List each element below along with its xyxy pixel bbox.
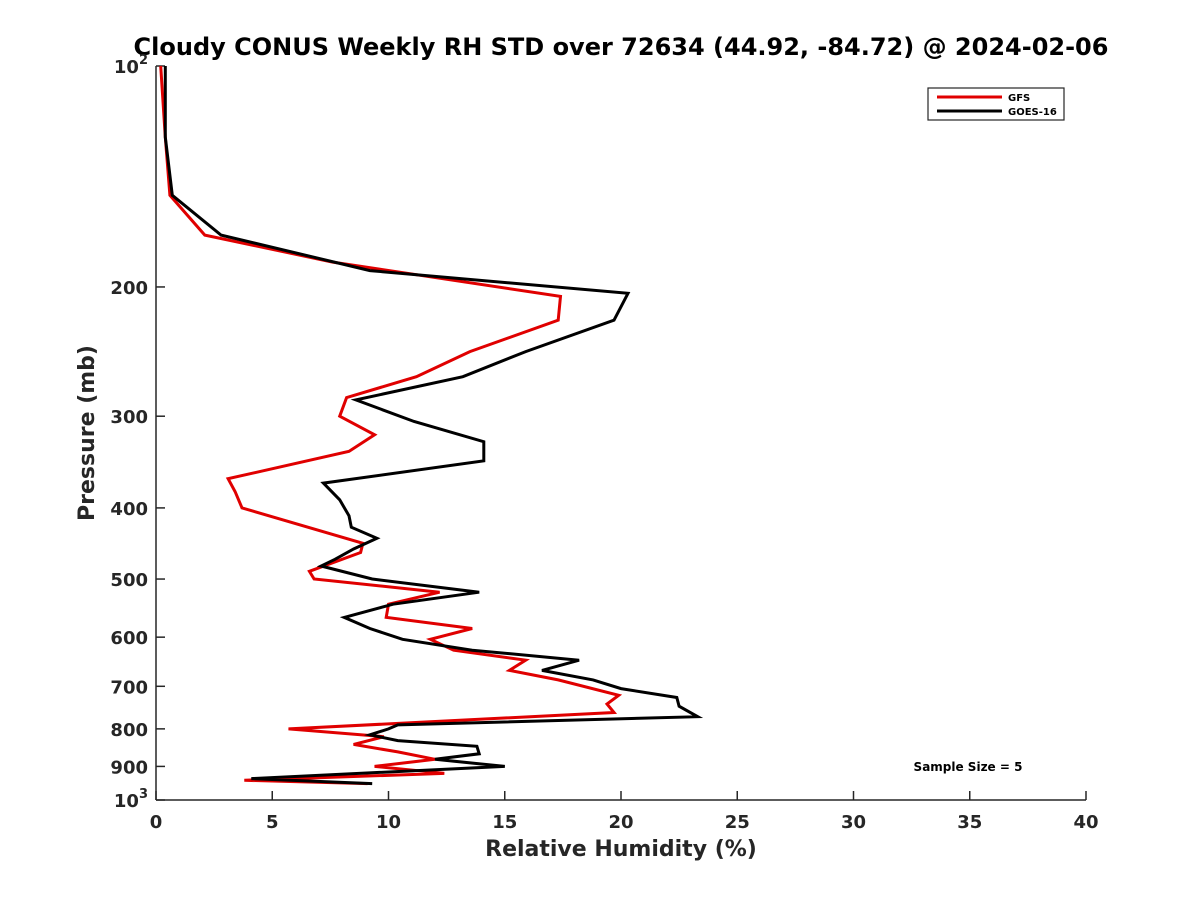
y-ticks: 102 200 300 400 500 600 700 800 900 103 <box>110 53 165 812</box>
y-tick-label: 300 <box>110 407 148 428</box>
y-tick-label: 400 <box>110 499 148 520</box>
x-tick-label: 0 <box>150 812 163 833</box>
plot-area: 0 5 10 15 20 25 30 35 40 102 200 300 400 500 600 700 80… <box>110 53 1098 833</box>
series-line-gfs <box>159 65 623 786</box>
y-axis-label: Pressure (mb) <box>75 345 100 521</box>
chart-title: Cloudy CONUS Weekly RH STD over 72634 (4… <box>134 33 1109 61</box>
y-tick-label: 102 <box>114 53 148 78</box>
x-axis-label: Relative Humidity (%) <box>485 837 757 862</box>
series-line-goes16 <box>163 66 704 786</box>
y-tick-label: 700 <box>110 677 148 698</box>
x-tick-label: 20 <box>608 812 633 833</box>
x-tick-label: 35 <box>957 812 982 833</box>
y-tick-label: 500 <box>110 570 148 591</box>
x-ticks: 0 5 10 15 20 25 30 35 40 <box>150 791 1099 833</box>
x-tick-label: 15 <box>492 812 517 833</box>
x-tick-label: 30 <box>841 812 866 833</box>
y-tick-label: 900 <box>110 757 148 778</box>
series-lines <box>159 65 704 786</box>
x-tick-label: 10 <box>376 812 401 833</box>
legend-label-goes16: GOES-16 <box>1008 107 1057 118</box>
y-tick-label: 103 <box>114 787 148 812</box>
legend-box <box>927 87 1065 121</box>
legend-label-gfs: GFS <box>1008 93 1030 104</box>
x-tick-label: 40 <box>1073 812 1098 833</box>
x-tick-label: 25 <box>725 812 750 833</box>
legend: GFS GOES-16 <box>927 87 1065 121</box>
y-tick-label: 600 <box>110 628 148 649</box>
x-tick-label: 5 <box>266 812 279 833</box>
y-tick-label: 200 <box>110 278 148 299</box>
sample-size-annotation: Sample Size = 5 <box>914 760 1023 774</box>
y-tick-label: 800 <box>110 720 148 741</box>
